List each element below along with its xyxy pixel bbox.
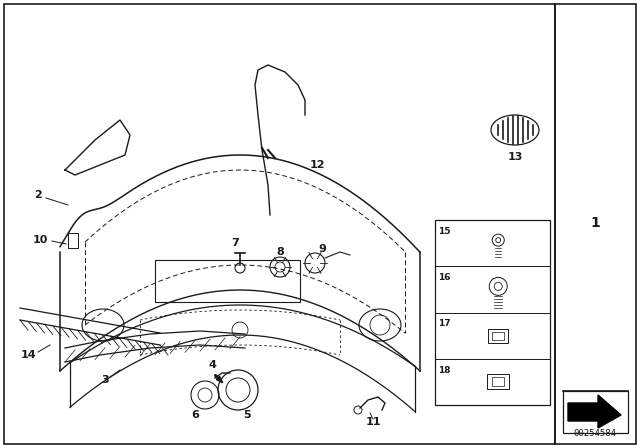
Bar	[487, 374, 509, 389]
Bar	[492, 377, 504, 386]
FancyArrow shape	[214, 375, 223, 383]
Text: 13: 13	[508, 152, 523, 162]
Text: 3: 3	[101, 375, 109, 385]
Polygon shape	[568, 395, 621, 428]
Text: 17: 17	[438, 319, 451, 328]
Text: 10: 10	[32, 235, 48, 245]
Text: 4: 4	[208, 360, 216, 370]
Bar	[488, 329, 508, 343]
Bar	[492, 332, 504, 340]
Text: 1: 1	[590, 216, 600, 230]
Text: 6: 6	[191, 410, 199, 420]
Text: 12: 12	[310, 160, 326, 170]
Bar	[155, 260, 300, 302]
Bar	[555, 4, 636, 444]
Text: 11: 11	[365, 417, 381, 427]
Bar	[563, 391, 628, 433]
Text: 16: 16	[438, 273, 451, 282]
Text: 00254584: 00254584	[573, 429, 616, 438]
Text: 15: 15	[438, 227, 451, 236]
Text: 5: 5	[243, 410, 251, 420]
Text: 2: 2	[34, 190, 42, 200]
Text: 14: 14	[20, 350, 36, 360]
Bar	[435, 220, 550, 405]
Text: 18: 18	[438, 366, 451, 375]
Text: 9: 9	[318, 244, 326, 254]
Text: 8: 8	[276, 247, 284, 257]
Bar	[68, 233, 78, 248]
Text: 7: 7	[231, 238, 239, 248]
Bar	[4, 4, 555, 444]
